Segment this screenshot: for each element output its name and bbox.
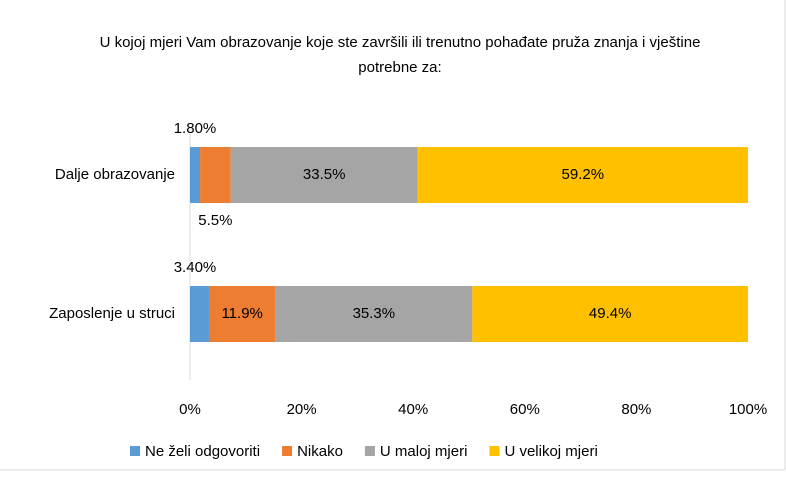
legend-swatch [489,446,500,456]
legend-swatch [130,446,140,456]
y-tick-label: Dalje obrazovanje [55,166,175,183]
data-label: 3.40% [174,259,217,276]
data-label: 49.4% [589,305,632,322]
data-label: 59.2% [562,166,605,183]
data-label: 5.5% [198,212,232,229]
legend-label: Ne želi odgovoriti [145,443,260,460]
x-tick-label: 20% [287,401,317,418]
x-tick-label: 40% [398,401,428,418]
legend-label: Nikako [297,443,343,460]
data-label: 33.5% [303,166,346,183]
x-tick-label: 0% [179,401,201,418]
bar-segment [417,147,748,203]
bar-segment [275,286,473,342]
chart-title: U kojoj mjeri Vam obrazovanje koje ste z… [99,34,701,76]
legend-label: U velikoj mjeri [504,443,597,460]
x-tick-label: 60% [510,401,540,418]
bar-segment [190,286,209,342]
x-tick-label: 80% [621,401,651,418]
legend-swatch [364,446,375,456]
data-label: 35.3% [353,305,396,322]
bar-segment [208,286,276,342]
bar-segment [200,147,231,203]
data-label: 1.80% [174,120,217,137]
bar-segment [190,147,201,203]
data-label: 11.9% [221,305,262,322]
y-tick-label: Zaposlenje u struci [49,305,175,322]
bar-segment [472,286,748,342]
legend-label: U maloj mjeri [380,443,468,460]
x-tick-label: 100% [729,401,767,418]
legend-swatch [282,446,293,456]
bar-segment [230,147,418,203]
